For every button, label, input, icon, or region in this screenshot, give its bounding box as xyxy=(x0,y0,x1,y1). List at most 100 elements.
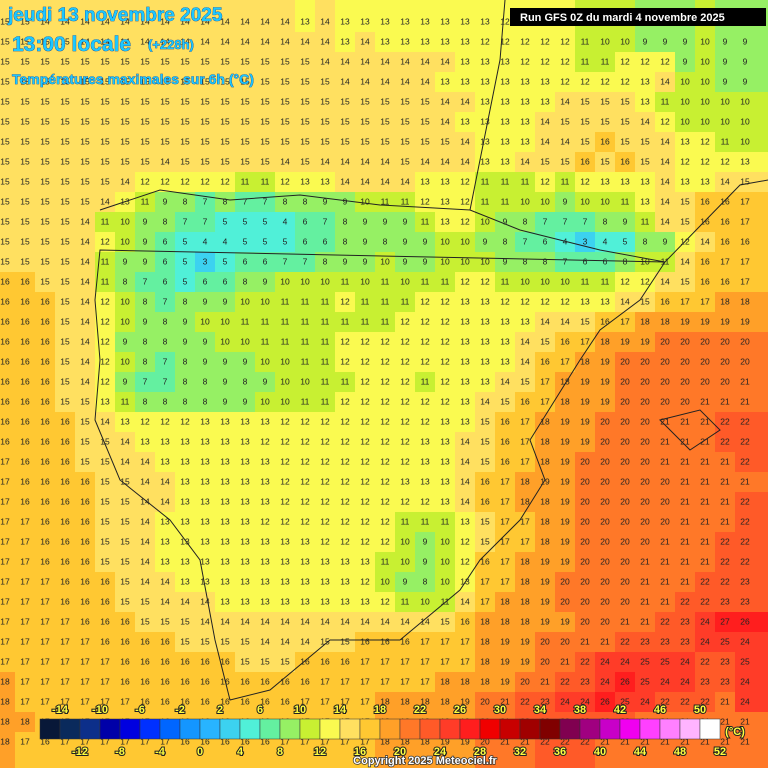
temperature-value: 15 xyxy=(20,256,30,266)
temperature-cell xyxy=(355,492,375,512)
temperature-value: 17 xyxy=(40,696,50,706)
temperature-value: 15 xyxy=(380,116,390,126)
temperature-value: 9 xyxy=(643,36,648,46)
temperature-value: 18 xyxy=(480,616,490,626)
temperature-value: 12 xyxy=(400,356,410,366)
temperature-value: 16 xyxy=(280,676,290,686)
temperature-value: 13 xyxy=(260,416,270,426)
temperature-cell xyxy=(675,552,695,572)
temperature-cell xyxy=(415,552,435,572)
temperature-cell xyxy=(395,232,415,252)
temperature-value: 11 xyxy=(721,136,730,146)
temperature-cell xyxy=(435,532,455,552)
temperature-cell xyxy=(515,572,535,592)
temperature-value: 14 xyxy=(100,36,110,46)
temperature-cell xyxy=(255,292,275,312)
temperature-cell xyxy=(655,232,675,252)
temperature-value: 12 xyxy=(720,156,730,166)
temperature-cell xyxy=(415,472,435,492)
temperature-cell xyxy=(35,232,55,252)
temperature-cell xyxy=(695,572,715,592)
temperature-cell xyxy=(615,672,635,692)
temperature-cell xyxy=(495,292,515,312)
temperature-value: 13 xyxy=(400,36,410,46)
temperature-value: 19 xyxy=(560,496,570,506)
temperature-value: 17 xyxy=(40,656,50,666)
temperature-cell xyxy=(475,372,495,392)
temperature-cell xyxy=(135,152,155,172)
temperature-value: 12 xyxy=(400,496,410,506)
temperature-value: 11 xyxy=(321,296,330,306)
temperature-value: 20 xyxy=(640,476,650,486)
temperature-value: 20 xyxy=(600,456,610,466)
temperature-cell xyxy=(375,352,395,372)
temperature-cell xyxy=(615,272,635,292)
temperature-value: 23 xyxy=(740,576,750,586)
temperature-cell xyxy=(615,472,635,492)
temperature-value: 20 xyxy=(720,356,730,366)
temperature-cell xyxy=(395,392,415,412)
temperature-cell xyxy=(375,252,395,272)
temperature-cell xyxy=(575,492,595,512)
temperature-value: 16 xyxy=(600,136,610,146)
temperature-value: 15 xyxy=(120,556,130,566)
temperature-cell xyxy=(55,292,75,312)
temperature-cell xyxy=(295,572,315,592)
temperature-value: 15 xyxy=(20,196,30,206)
temperature-value: 14 xyxy=(460,496,470,506)
temperature-cell xyxy=(235,392,255,412)
temperature-value: 13 xyxy=(200,516,210,526)
temperature-value: 3 xyxy=(583,236,588,246)
temperature-value: 9 xyxy=(143,316,148,326)
temperature-value: 12 xyxy=(360,536,370,546)
temperature-cell xyxy=(315,732,335,768)
temperature-cell xyxy=(235,0,255,32)
temperature-value: 7 xyxy=(163,376,168,386)
temperature-value: 12 xyxy=(500,36,510,46)
temperature-value: 12 xyxy=(640,56,650,66)
temperature-value: 17 xyxy=(100,696,110,706)
temperature-value: 13 xyxy=(340,36,350,46)
temperature-value: 26 xyxy=(620,676,630,686)
temperature-cell xyxy=(555,192,575,212)
temperature-cell xyxy=(575,372,595,392)
temperature-cell xyxy=(295,252,315,272)
temperature-cell xyxy=(275,332,295,352)
temperature-cell xyxy=(315,432,335,452)
temperature-value: 21 xyxy=(640,616,650,626)
temperature-value: 15 xyxy=(360,96,370,106)
temperature-value: 14 xyxy=(460,596,470,606)
temperature-cell xyxy=(195,132,215,152)
temperature-value: 21 xyxy=(740,376,750,386)
temperature-value: 23 xyxy=(720,676,730,686)
temperature-cell xyxy=(595,432,615,452)
legend-swatch xyxy=(279,718,301,740)
temperature-cell xyxy=(595,452,615,472)
temperature-cell xyxy=(255,452,275,472)
temperature-cell xyxy=(0,572,15,592)
temperature-value: 17 xyxy=(0,536,10,546)
temperature-cell xyxy=(155,632,175,652)
temperature-value: 14 xyxy=(460,456,470,466)
temperature-value: 14 xyxy=(300,36,310,46)
legend-tick-label: 42 xyxy=(614,704,626,716)
temperature-value: 15 xyxy=(520,376,530,386)
temperature-value: 15 xyxy=(220,156,230,166)
temperature-cell xyxy=(475,432,495,452)
temperature-cell xyxy=(595,112,615,132)
temperature-value: 19 xyxy=(600,376,610,386)
temperature-cell xyxy=(155,612,175,632)
temperature-cell xyxy=(95,592,115,612)
temperature-value: 16 xyxy=(720,216,730,226)
temperature-cell xyxy=(615,252,635,272)
legend-swatch xyxy=(599,718,621,740)
temperature-value: 11 xyxy=(421,276,430,286)
legend-tick-label: 48 xyxy=(674,746,686,758)
temperature-cell xyxy=(175,32,195,52)
temperature-value: 14 xyxy=(340,156,350,166)
temperature-cell xyxy=(95,272,115,292)
temperature-value: 21 xyxy=(680,496,690,506)
temperature-value: 5 xyxy=(623,236,628,246)
temperature-value: 19 xyxy=(640,336,650,346)
temperature-cell xyxy=(395,492,415,512)
